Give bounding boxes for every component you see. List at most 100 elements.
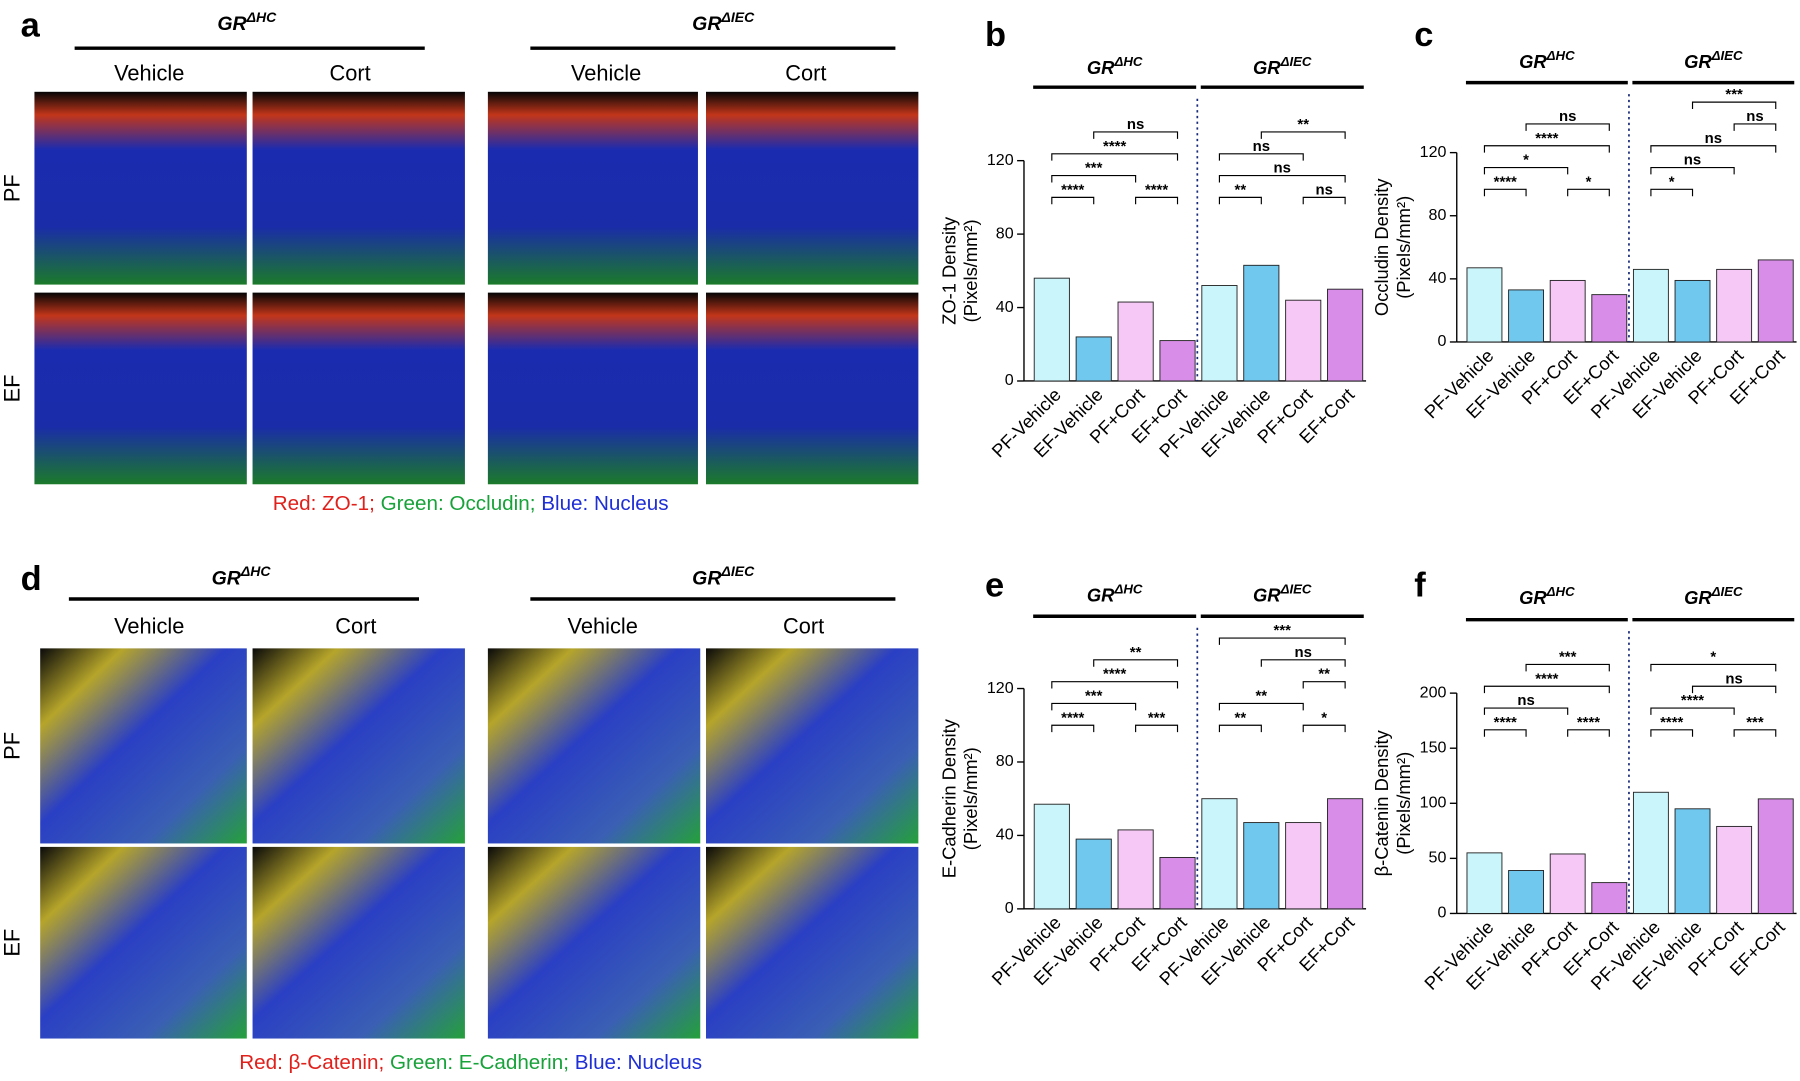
group-label-sup: ΔIEC bbox=[1280, 581, 1312, 596]
bar bbox=[1117, 301, 1154, 382]
significance-bracket bbox=[1218, 702, 1304, 711]
y-tick-label: 0 bbox=[1437, 332, 1446, 350]
group-label-sup: ΔIEC bbox=[720, 563, 755, 579]
bar bbox=[1549, 853, 1586, 914]
significance-label: *** bbox=[1085, 160, 1103, 177]
significance-bracket bbox=[1093, 131, 1179, 139]
significance-bracket bbox=[1525, 123, 1610, 131]
significance-label: *** bbox=[1148, 709, 1166, 726]
significance-label: ** bbox=[1256, 688, 1268, 705]
group-label: GRΔHC bbox=[212, 563, 272, 590]
legend-entry: Blue: Nucleus bbox=[575, 1051, 702, 1074]
group-label-sup: ΔHC bbox=[246, 9, 278, 25]
legend: Red: ZO-1; Green: Occludin; Blue: Nucleus bbox=[273, 492, 669, 515]
micrograph bbox=[487, 292, 698, 485]
bar bbox=[1327, 798, 1364, 910]
group-label-base: GR bbox=[217, 13, 246, 35]
panel-letter: b bbox=[985, 16, 1006, 54]
significance-bracket bbox=[1302, 724, 1346, 733]
panel-letter: e bbox=[985, 567, 1004, 605]
bar bbox=[1327, 288, 1364, 382]
y-tick-label: 0 bbox=[1005, 899, 1014, 917]
group-label: GRΔIEC bbox=[1253, 53, 1312, 77]
row-label: EF bbox=[0, 929, 25, 957]
significance-label: **** bbox=[1061, 709, 1084, 726]
bar bbox=[1757, 798, 1794, 914]
column-label: Vehicle bbox=[114, 60, 184, 85]
legend-entry: Red: ZO-1; bbox=[273, 492, 375, 515]
significance-bracket bbox=[1218, 196, 1262, 205]
significance-bracket bbox=[1483, 188, 1527, 197]
significance-bracket bbox=[1650, 663, 1777, 672]
micrograph bbox=[252, 846, 465, 1039]
micrograph bbox=[487, 91, 698, 285]
bar bbox=[1591, 882, 1628, 914]
significance-label: ** bbox=[1297, 116, 1309, 133]
significance-label: *** bbox=[1725, 86, 1743, 103]
bar bbox=[1075, 336, 1112, 382]
significance-bracket bbox=[1051, 702, 1137, 711]
bar bbox=[1285, 299, 1322, 382]
panel-letter: c bbox=[1414, 16, 1433, 54]
significance-label: * bbox=[1321, 709, 1327, 726]
significance-bracket bbox=[1483, 166, 1569, 175]
y-axis-label: (Pixels/mm²) bbox=[960, 747, 981, 850]
significance-bracket bbox=[1093, 659, 1179, 667]
column-label: Cort bbox=[335, 613, 376, 638]
group-label-base: GR bbox=[1253, 57, 1281, 78]
legend-entry: Blue: Nucleus bbox=[541, 492, 668, 515]
legend-entry: Green: E-Cadherin; bbox=[390, 1051, 569, 1074]
significance-label: ** bbox=[1235, 181, 1247, 198]
significance-label: **** bbox=[1061, 181, 1084, 198]
column-label: Cort bbox=[330, 60, 371, 85]
group-label: GRΔIEC bbox=[692, 9, 755, 36]
micrograph bbox=[252, 292, 465, 485]
y-tick-label: 80 bbox=[996, 224, 1014, 242]
panel-letter: d bbox=[21, 560, 42, 598]
significance-bracket bbox=[1051, 196, 1095, 205]
group-label: GRΔIEC bbox=[1684, 48, 1743, 72]
significance-label: ns bbox=[1705, 130, 1722, 147]
significance-label: ns bbox=[1559, 108, 1576, 125]
significance-label: ns bbox=[1725, 670, 1742, 687]
bar bbox=[1285, 822, 1322, 910]
significance-label: ns bbox=[1517, 692, 1534, 709]
legend: Red: β-Catenin; Green: E-Cadherin; Blue: N… bbox=[239, 1051, 702, 1074]
significance-bracket bbox=[1567, 188, 1610, 197]
group-label-sup: ΔHC bbox=[1113, 53, 1142, 68]
micrograph bbox=[705, 91, 919, 285]
significance-label: **** bbox=[1494, 173, 1517, 190]
group-label-sup: ΔIEC bbox=[1711, 584, 1743, 599]
y-tick-label: 80 bbox=[1429, 206, 1447, 224]
group-label-base: GR bbox=[1253, 585, 1281, 606]
bar bbox=[1508, 289, 1545, 343]
group-label-base: GR bbox=[212, 568, 241, 590]
significance-label: **** bbox=[1103, 138, 1126, 155]
group-label-base: GR bbox=[1684, 51, 1712, 72]
bar bbox=[1757, 259, 1794, 343]
micrograph bbox=[252, 91, 465, 285]
significance-bracket bbox=[1733, 729, 1777, 737]
bar bbox=[1466, 267, 1503, 343]
bar bbox=[1466, 852, 1503, 914]
group-label: GRΔHC bbox=[1087, 53, 1143, 77]
y-tick-label: 80 bbox=[996, 752, 1014, 770]
bar bbox=[1033, 277, 1070, 382]
significance-label: ns bbox=[1253, 138, 1270, 155]
y-axis-label: β-Catenin Density bbox=[1371, 729, 1392, 876]
significance-label: *** bbox=[1085, 688, 1103, 705]
significance-label: ns bbox=[1127, 116, 1144, 133]
group-label-sup: ΔIEC bbox=[1280, 53, 1312, 68]
bar bbox=[1075, 838, 1112, 910]
significance-bracket bbox=[1650, 145, 1777, 153]
bar bbox=[1159, 340, 1196, 382]
significance-label: ns bbox=[1684, 152, 1701, 169]
bar bbox=[1632, 268, 1669, 343]
y-tick-label: 40 bbox=[1429, 269, 1447, 287]
significance-label: **** bbox=[1681, 692, 1704, 709]
significance-bracket bbox=[1691, 685, 1777, 694]
significance-bracket bbox=[1302, 196, 1346, 205]
y-tick-label: 120 bbox=[987, 679, 1014, 697]
significance-bracket bbox=[1650, 729, 1694, 737]
panel-letter: f bbox=[1414, 567, 1426, 605]
